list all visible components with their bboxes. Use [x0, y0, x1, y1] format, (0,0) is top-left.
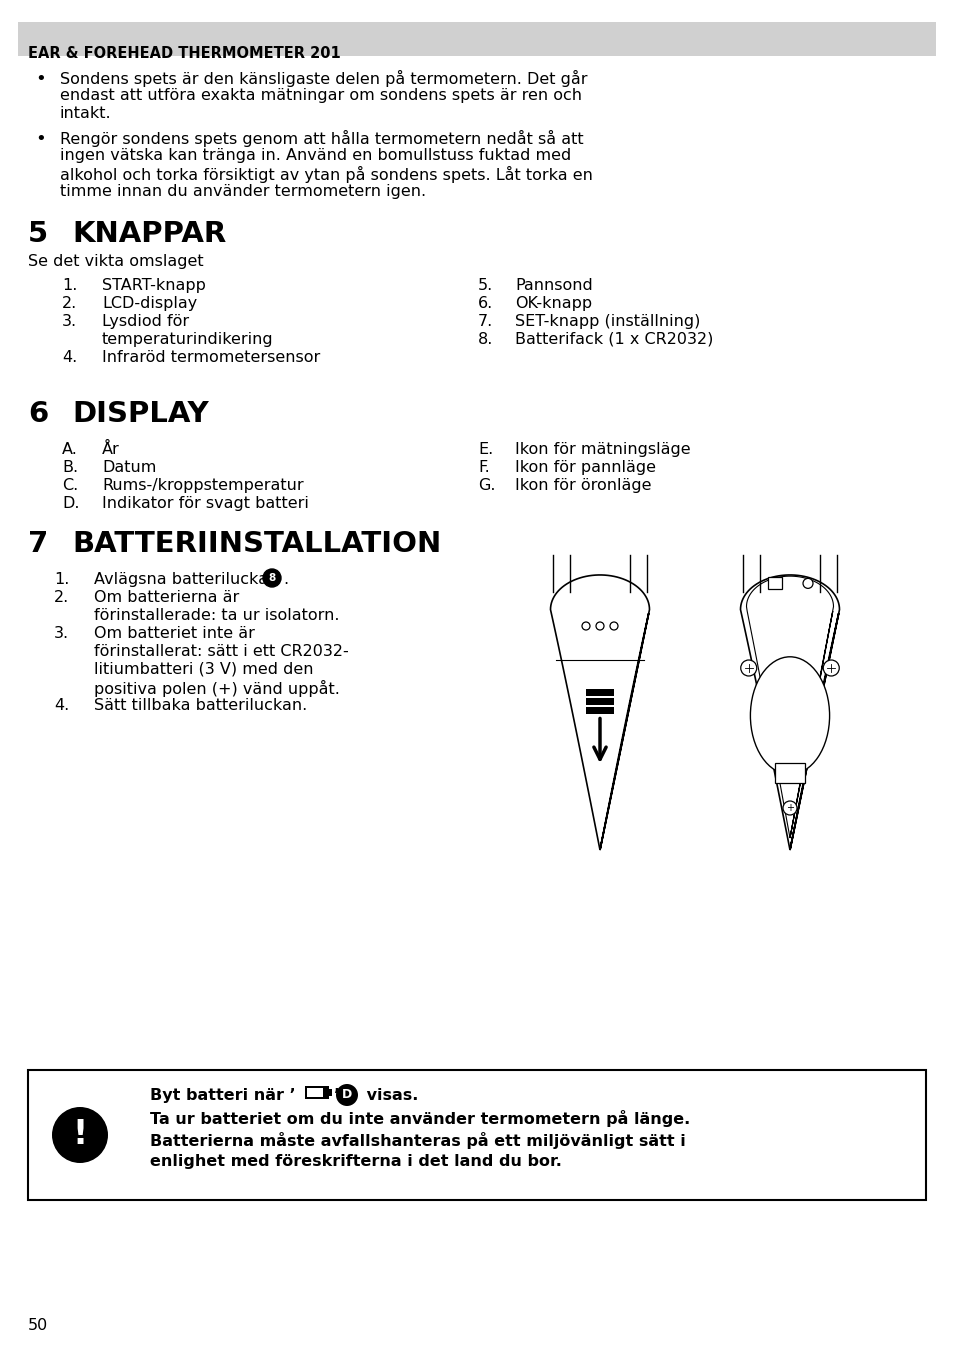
Text: 2.: 2.: [54, 590, 70, 605]
Text: C.: C.: [62, 478, 78, 493]
Text: Ikon för mätningsläge: Ikon för mätningsläge: [515, 442, 690, 457]
Text: D: D: [341, 1088, 352, 1102]
Text: D.: D.: [62, 496, 79, 511]
Text: Datum: Datum: [102, 459, 156, 475]
Text: 8: 8: [268, 572, 275, 583]
Text: 7.: 7.: [477, 314, 493, 329]
Text: •: •: [35, 131, 46, 148]
Text: A.: A.: [62, 442, 78, 457]
FancyBboxPatch shape: [767, 578, 781, 590]
Circle shape: [782, 801, 796, 815]
PathPatch shape: [740, 575, 839, 850]
Text: intakt.: intakt.: [60, 106, 112, 121]
Text: 5.: 5.: [477, 277, 493, 294]
Text: Rums-/kroppstemperatur: Rums-/kroppstemperatur: [102, 478, 303, 493]
Text: Om batteriet inte är: Om batteriet inte är: [94, 626, 254, 641]
Text: enlighet med föreskrifterna i det land du bor.: enlighet med föreskrifterna i det land d…: [150, 1154, 561, 1169]
Text: KNAPPAR: KNAPPAR: [71, 220, 226, 248]
Text: förinstallerade: ta ur isolatorn.: förinstallerade: ta ur isolatorn.: [94, 607, 339, 624]
Ellipse shape: [750, 657, 829, 775]
Text: alkohol och torka försiktigt av ytan på sondens spets. Låt torka en: alkohol och torka försiktigt av ytan på …: [60, 166, 592, 183]
Text: År: År: [102, 442, 120, 457]
Circle shape: [263, 568, 281, 587]
Text: OK-knapp: OK-knapp: [515, 296, 592, 311]
FancyBboxPatch shape: [307, 1088, 323, 1096]
Text: Se det vikta omslaget: Se det vikta omslaget: [28, 255, 203, 269]
FancyBboxPatch shape: [774, 762, 804, 783]
Text: B.: B.: [62, 459, 78, 475]
Text: !: !: [72, 1118, 88, 1152]
FancyBboxPatch shape: [28, 1070, 925, 1200]
Text: DISPLAY: DISPLAY: [71, 400, 209, 428]
Text: Ta ur batteriet om du inte använder termometern på länge.: Ta ur batteriet om du inte använder term…: [150, 1110, 690, 1127]
Text: Rengör sondens spets genom att hålla termometern nedåt så att: Rengör sondens spets genom att hålla ter…: [60, 131, 583, 147]
Text: Ikon för öronläge: Ikon för öronläge: [515, 478, 651, 493]
Text: Ikon för pannläge: Ikon för pannläge: [515, 459, 656, 475]
Text: .: .: [283, 572, 288, 587]
Text: visas.: visas.: [360, 1088, 418, 1103]
FancyBboxPatch shape: [585, 698, 614, 704]
Text: Lysdiod för: Lysdiod för: [102, 314, 189, 329]
Text: Batterifack (1 x CR2032): Batterifack (1 x CR2032): [515, 331, 713, 348]
Text: Byt batteri när ’: Byt batteri när ’: [150, 1088, 295, 1103]
Text: timme innan du använder termometern igen.: timme innan du använder termometern igen…: [60, 185, 426, 199]
PathPatch shape: [550, 575, 649, 850]
Text: 1.: 1.: [54, 572, 70, 587]
Text: EAR & FOREHEAD THERMOMETER 201: EAR & FOREHEAD THERMOMETER 201: [28, 46, 340, 61]
Text: Sondens spets är den känsligaste delen på termometern. Det går: Sondens spets är den känsligaste delen p…: [60, 70, 587, 88]
Text: ’: ’: [333, 1088, 338, 1103]
Text: Sätt tillbaka batteriluckan.: Sätt tillbaka batteriluckan.: [94, 698, 307, 713]
Text: Indikator för svagt batteri: Indikator för svagt batteri: [102, 496, 309, 511]
Text: G.: G.: [477, 478, 495, 493]
Text: ingen vätska kan tränga in. Använd en bomullstuss fuktad med: ingen vätska kan tränga in. Använd en bo…: [60, 148, 571, 163]
Circle shape: [335, 1084, 357, 1106]
Text: 3.: 3.: [54, 626, 69, 641]
FancyBboxPatch shape: [18, 22, 935, 57]
Text: 7: 7: [28, 529, 49, 558]
Text: litiumbatteri (3 V) med den: litiumbatteri (3 V) med den: [94, 661, 314, 678]
Text: temperaturindikering: temperaturindikering: [102, 331, 274, 348]
Text: Infraröd termometersensor: Infraröd termometersensor: [102, 350, 320, 365]
Circle shape: [52, 1107, 108, 1162]
FancyBboxPatch shape: [585, 690, 614, 696]
FancyBboxPatch shape: [305, 1086, 329, 1099]
Text: E.: E.: [477, 442, 493, 457]
Text: 6: 6: [28, 400, 49, 428]
Circle shape: [740, 660, 756, 676]
Text: förinstallerat: sätt i ett CR2032-: förinstallerat: sätt i ett CR2032-: [94, 644, 349, 659]
Text: 6.: 6.: [477, 296, 493, 311]
Circle shape: [802, 578, 812, 589]
Text: F.: F.: [477, 459, 489, 475]
FancyBboxPatch shape: [329, 1088, 332, 1096]
Text: 8.: 8.: [477, 331, 493, 348]
Text: Avlägsna batteriluckan: Avlägsna batteriluckan: [94, 572, 278, 587]
Text: START-knapp: START-knapp: [102, 277, 206, 294]
Text: 4.: 4.: [54, 698, 70, 713]
Circle shape: [822, 660, 839, 676]
Text: •: •: [35, 70, 46, 88]
Text: 1.: 1.: [62, 277, 77, 294]
Text: 2.: 2.: [62, 296, 77, 311]
Text: LCD-display: LCD-display: [102, 296, 197, 311]
FancyBboxPatch shape: [585, 707, 614, 714]
Text: 3.: 3.: [62, 314, 77, 329]
Text: 4.: 4.: [62, 350, 77, 365]
Text: SET-knapp (inställning): SET-knapp (inställning): [515, 314, 700, 329]
Text: Pannsond: Pannsond: [515, 277, 592, 294]
Text: positiva polen (+) vänd uppåt.: positiva polen (+) vänd uppåt.: [94, 680, 339, 696]
Text: Om batterierna är: Om batterierna är: [94, 590, 239, 605]
Text: 5: 5: [28, 220, 48, 248]
Text: Batterierna måste avfallshanteras på ett miljövänligt sätt i: Batterierna måste avfallshanteras på ett…: [150, 1131, 685, 1149]
Text: +: +: [785, 803, 793, 814]
Text: BATTERIINSTALLATION: BATTERIINSTALLATION: [71, 529, 441, 558]
Text: 50: 50: [28, 1317, 49, 1334]
Text: endast att utföra exakta mätningar om sondens spets är ren och: endast att utföra exakta mätningar om so…: [60, 88, 581, 102]
